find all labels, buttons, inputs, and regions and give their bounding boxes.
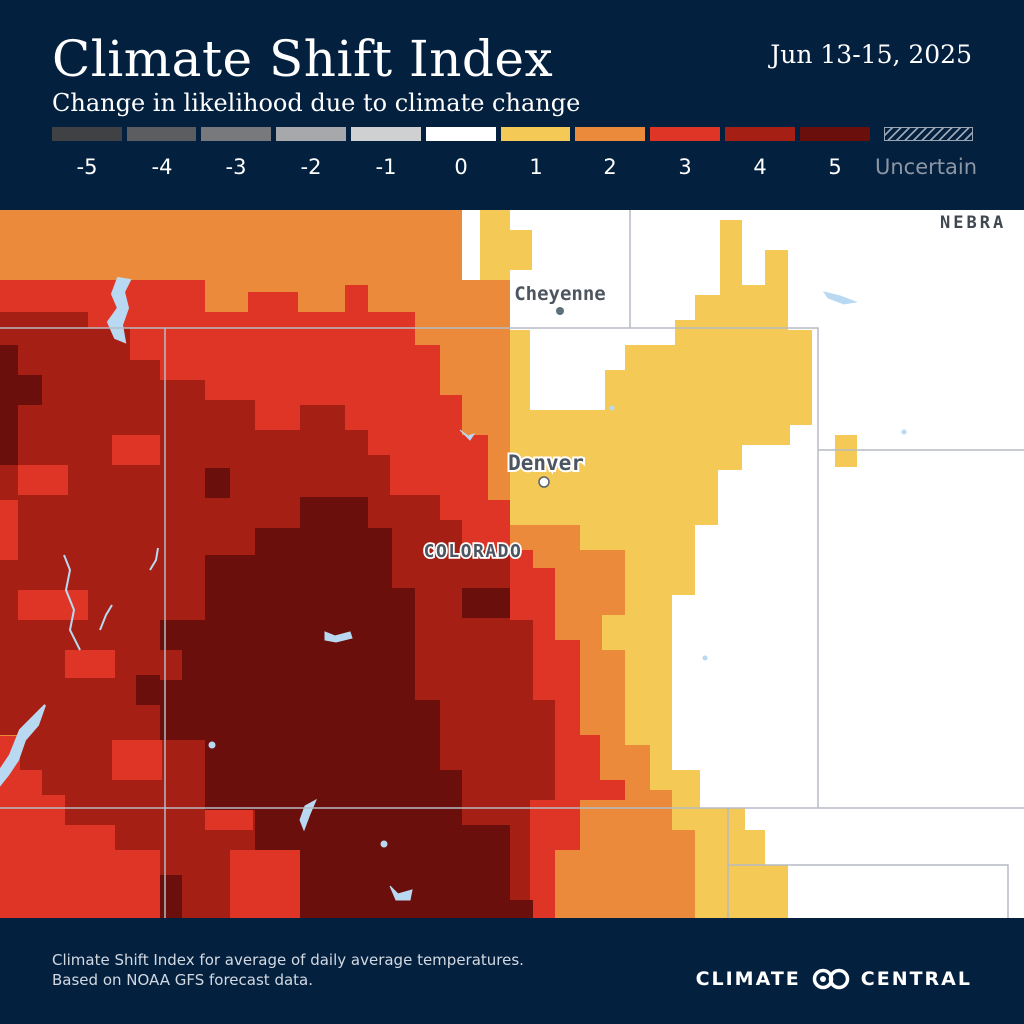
legend-label-4: 4: [753, 155, 767, 179]
date-range: Jun 13-15, 2025: [770, 40, 972, 69]
header: Climate Shift Index Change in likelihood…: [0, 0, 1024, 210]
legend-swatch-4: [725, 127, 795, 141]
footer-note-line-2: Based on NOAA GFS forecast data.: [52, 971, 313, 989]
legend-label-5: 5: [828, 155, 842, 179]
nebraska-label: NEBRA: [940, 213, 1006, 233]
state-borders: [0, 210, 1024, 918]
legend-swatch-minus-4: [127, 127, 196, 141]
cheyenne-marker-icon: [556, 307, 564, 315]
page-title: Climate Shift Index: [52, 30, 554, 88]
legend-swatch-uncertain: [884, 127, 973, 141]
colorado-label: COLORADO: [424, 541, 523, 562]
legend-swatch-1: [501, 127, 570, 141]
color-legend: -5 -4 -3 -2 -1 0 1 2 3 4 5 Uncertain: [52, 127, 982, 187]
legend-label-minus-3: -3: [225, 155, 247, 179]
legend-label-minus-4: -4: [151, 155, 173, 179]
legend-swatch-0: [426, 127, 496, 141]
brand-word-left: CLIMATE: [695, 968, 801, 990]
water-features: [0, 276, 907, 901]
legend-swatch-2: [575, 127, 645, 141]
legend-swatch-minus-3: [201, 127, 271, 141]
denver-marker-icon: [538, 476, 550, 488]
legend-swatch-minus-1: [351, 127, 421, 141]
legend-swatch-5: [800, 127, 870, 141]
csi-zone-5: [0, 345, 533, 918]
legend-swatch-minus-5: [52, 127, 122, 141]
legend-label-2: 2: [603, 155, 617, 179]
brand-word-right: CENTRAL: [860, 968, 972, 990]
two-circles-logo-icon: [812, 968, 850, 990]
legend-label-uncertain: Uncertain: [874, 155, 978, 179]
footer-note-line-1: Climate Shift Index for average of daily…: [52, 951, 524, 969]
legend-label-minus-5: -5: [76, 155, 98, 179]
legend-label-3: 3: [678, 155, 692, 179]
csi-map: Cheyenne Denver COLORADO NEBRA: [0, 210, 1024, 918]
legend-swatch-3: [650, 127, 720, 141]
denver-label: Denver: [508, 451, 584, 475]
legend-label-1: 1: [529, 155, 543, 179]
legend-label-0: 0: [454, 155, 468, 179]
map-canvas: Cheyenne Denver COLORADO NEBRA: [0, 210, 1024, 918]
page-subtitle: Change in likelihood due to climate chan…: [52, 89, 581, 117]
footer-note: Climate Shift Index for average of daily…: [52, 950, 524, 990]
legend-swatch-minus-2: [276, 127, 346, 141]
legend-label-minus-2: -2: [300, 155, 322, 179]
cheyenne-label: Cheyenne: [514, 283, 606, 305]
legend-label-minus-1: -1: [375, 155, 397, 179]
climate-central-logo: CLIMATE CENTRAL: [696, 968, 972, 990]
